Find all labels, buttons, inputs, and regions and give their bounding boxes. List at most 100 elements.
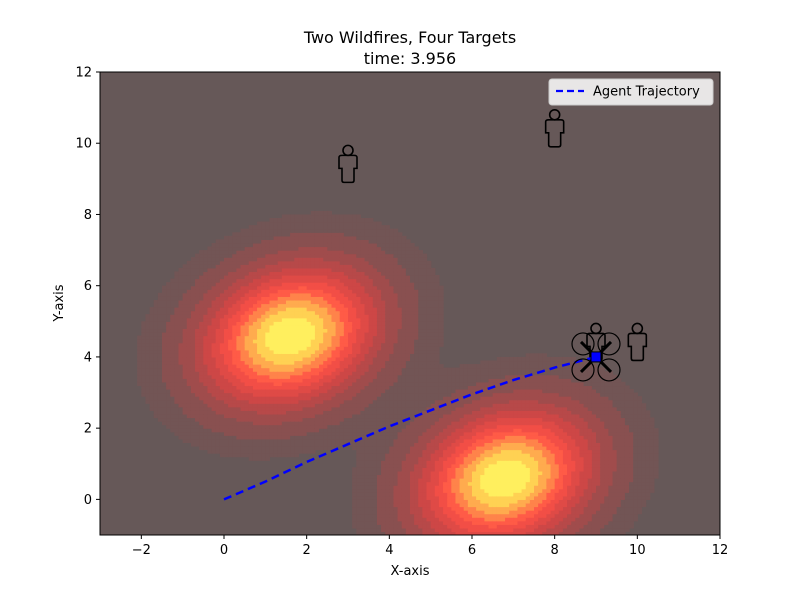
heat-cell [364,403,370,408]
heat-cell [306,371,312,376]
heat-cell [339,356,345,362]
heat-cell [414,488,419,493]
heat-cell [236,317,242,322]
heat-cell [335,356,341,362]
heat-cell [178,360,184,365]
heat-cell [339,218,345,223]
heat-cell [443,399,448,404]
heat-cell [286,289,291,294]
heat-cell [207,360,213,365]
heat-cell [195,321,200,326]
heat-cell [414,364,419,369]
heat-cell [269,413,275,419]
heat-cell [372,488,378,493]
heat-cell [211,438,217,443]
heat-cell [401,239,407,244]
heat-cell [372,242,378,248]
heat-cell [372,307,378,312]
heat-cell [232,364,237,369]
heat-cell [422,253,428,258]
heat-cell [352,239,357,244]
heat-cell [443,467,448,472]
heat-cell [252,282,258,287]
heat-cell [286,221,291,226]
heat-cell [323,260,328,265]
heat-cell [426,524,432,529]
heat-cell [286,438,291,443]
heat-cell [356,342,361,347]
heat-cell [261,424,266,429]
heat-cell [310,346,316,351]
heat-cell [265,317,271,322]
heat-cell [302,228,308,233]
heat-cell [385,410,390,415]
heat-cell [356,495,361,500]
heat-cell [376,253,382,258]
heat-cell [248,378,254,383]
heat-cell [438,513,444,518]
heat-cell [277,271,283,276]
heat-cell [298,431,304,436]
heat-cell [393,378,399,383]
heat-cell [294,431,299,436]
heat-cell [418,485,423,490]
heat-cell [290,285,295,290]
heat-cell [455,467,461,472]
heat-cell [199,406,204,411]
heat-cell [443,481,448,486]
heat-cell [389,406,395,411]
heat-cell [414,285,419,290]
heat-cell [182,392,188,397]
heat-cell [281,406,287,411]
heat-cell [195,335,200,340]
heat-cell [294,339,299,344]
heat-cell [319,235,324,240]
heat-cell [261,413,266,419]
heat-cell [240,453,246,458]
heat-cell [186,321,192,326]
heat-cell [265,257,271,262]
heat-cell [356,232,361,237]
heat-cell [178,396,184,401]
heat-cell [319,353,324,358]
heat-cell [302,264,308,269]
heat-cell [290,328,295,333]
heat-cell [298,378,304,383]
heat-cell [397,242,403,248]
heat-cell [232,267,237,273]
heat-cell [306,328,312,333]
heat-cell [166,396,171,401]
heat-cell [281,253,287,258]
heat-cell [368,321,374,326]
heat-cell [232,374,237,379]
heat-cell [430,317,436,322]
heat-cell [401,410,407,415]
heat-cell [447,520,452,525]
heat-cell [352,253,357,258]
heat-cell [405,435,411,440]
heat-cell [228,250,233,255]
heat-cell [447,470,452,476]
heat-cell [306,374,312,379]
heat-cell [145,374,151,379]
heat-cell [290,428,295,433]
heat-cell [162,381,167,387]
heat-cell [443,517,448,522]
heat-cell [343,275,349,280]
heat-cell [166,324,171,330]
heat-cell [434,531,440,535]
heat-cell [381,470,386,476]
heat-cell [257,242,262,248]
heat-cell [348,349,353,354]
heat-cell [261,260,266,265]
heat-cell [434,481,440,486]
heat-cell [447,406,452,411]
heat-cell [343,438,349,443]
heat-cell [141,364,147,369]
heat-cell [224,307,229,312]
heat-cell [248,264,254,269]
heat-cell [372,349,378,354]
heat-cell [273,428,279,433]
heat-cell [199,299,204,305]
heat-cell [261,317,266,322]
